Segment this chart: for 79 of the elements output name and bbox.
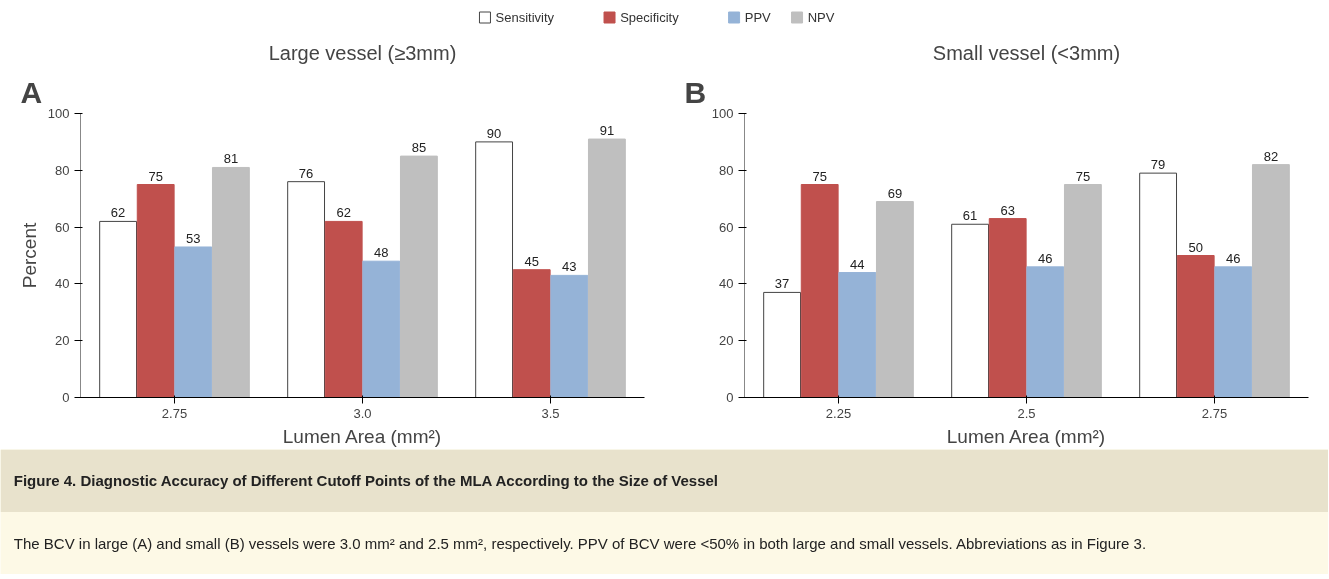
y-axis-title: Percent	[18, 222, 40, 289]
x-tick-label: 2.75	[1201, 405, 1228, 421]
bar	[875, 201, 914, 398]
bar	[324, 220, 363, 398]
bar	[99, 220, 138, 398]
legend-label: PPV	[744, 10, 772, 25]
x-tick-label: 2.75	[161, 405, 188, 421]
bar	[1176, 255, 1215, 398]
bar	[763, 291, 802, 398]
data-label: 75	[148, 168, 163, 184]
bar	[211, 166, 250, 398]
bar	[1026, 266, 1065, 398]
bar	[988, 218, 1027, 398]
text: The BCV in large (A) and small (B) vessels were 3.0 mm² and 2.5 mm², respectively. PPV of BCV were <50% in both large and small vessels. Abbreviations as in Figure 3.	[13, 534, 1147, 552]
x-tick-label: 2.5	[1017, 405, 1036, 421]
data-label: 63	[1000, 202, 1015, 218]
x-axis-title: Lumen Area (mm²)	[282, 425, 442, 447]
data-label: 46	[1226, 250, 1241, 266]
bar	[475, 141, 514, 398]
data-label: 50	[1188, 239, 1203, 255]
x-tick-label: 3.0	[353, 405, 372, 421]
y-tick-label: 80	[719, 162, 734, 178]
chart-title: Large vessel (≥3mm)	[268, 41, 457, 64]
bar	[1139, 172, 1178, 398]
bar	[136, 184, 175, 398]
y-tick-label: 80	[55, 162, 70, 178]
data-label: 85	[411, 140, 427, 156]
y-tick-label: 20	[719, 333, 734, 349]
data-label: 79	[1150, 157, 1166, 173]
bar	[838, 272, 877, 398]
caption: Figure 4. Diagnostic Accuracy of Different Cutoff Points of the MLA According to the Size of Vessel	[13, 472, 719, 490]
bar	[512, 269, 551, 398]
data-label: 45	[524, 253, 539, 269]
data-label: 82	[1263, 148, 1279, 164]
legend-label: Sensitivity	[495, 10, 555, 25]
bar	[587, 138, 626, 398]
y-tick-label: 100	[711, 106, 734, 121]
data-label: 76	[298, 165, 314, 181]
legend-label: Specificity	[620, 10, 680, 25]
data-label: 46	[1038, 250, 1053, 266]
bar	[362, 260, 401, 398]
data-label: 75	[1075, 168, 1091, 184]
x-tick-label: 3.5	[541, 405, 560, 421]
bar	[800, 184, 839, 398]
data-label: 69	[887, 185, 903, 201]
y-tick-label: 100	[47, 106, 70, 121]
bar	[174, 246, 213, 398]
y-tick-label: 40	[719, 276, 734, 292]
x-tick-label: 2.25	[825, 405, 852, 421]
x-axis-title: Lumen Area (mm²)	[946, 425, 1106, 447]
text: B	[684, 75, 707, 109]
data-label: 81	[223, 151, 239, 167]
y-tick-label: 40	[55, 276, 70, 292]
y-tick-label: 0	[726, 390, 734, 405]
chart-title: Small vessel (<3mm)	[932, 41, 1121, 64]
bar	[951, 223, 990, 398]
data-label: 48	[374, 245, 389, 261]
bar	[399, 155, 438, 398]
data-label: 43	[562, 259, 577, 275]
data-label: 62	[336, 205, 351, 221]
y-tick-label: 20	[55, 333, 70, 349]
y-tick-label: 0	[62, 390, 70, 405]
data-label: 91	[599, 123, 615, 139]
y-tick-label: 60	[55, 219, 70, 235]
data-label: 44	[850, 256, 865, 272]
data-label: 62	[110, 205, 126, 221]
legend-label: NPV	[807, 10, 835, 25]
text: A	[20, 75, 43, 109]
data-label: 37	[774, 276, 790, 292]
bar	[550, 274, 589, 398]
data-label: 61	[962, 208, 978, 224]
bar	[1251, 164, 1290, 398]
data-label: 75	[812, 168, 827, 184]
y-tick-label: 60	[719, 219, 734, 235]
bar	[287, 181, 326, 398]
data-label: 53	[186, 230, 201, 246]
bar	[1063, 184, 1102, 398]
bar	[1214, 266, 1253, 398]
data-label: 90	[486, 125, 502, 141]
